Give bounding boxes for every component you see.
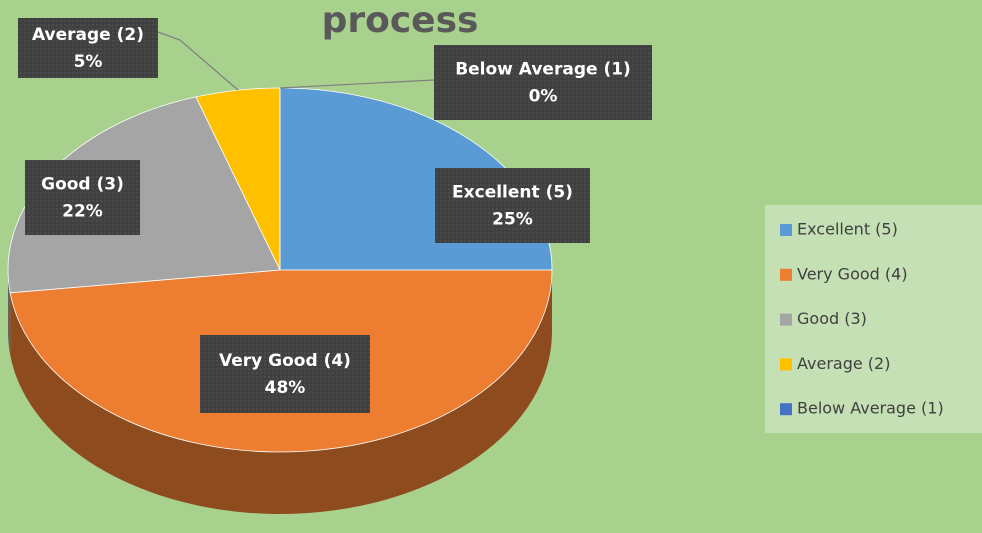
- legend-label: Excellent (5): [797, 220, 898, 239]
- data-label-value: 22%: [62, 202, 103, 222]
- legend-swatch: [780, 224, 792, 236]
- legend-label: Average (2): [797, 354, 890, 373]
- legend-swatch: [780, 313, 792, 326]
- legend-label: Good (3): [797, 309, 867, 328]
- data-labels: Excellent (5) 25% Very Good (4) 48% Good (3)…: [18, 18, 652, 413]
- pie-slice-side: [10, 270, 553, 515]
- data-label-category: Very Good (4): [219, 351, 351, 371]
- legend-swatch: [780, 358, 792, 371]
- data-label-category: Below Average (1): [455, 60, 631, 80]
- data-label-box: [200, 335, 370, 413]
- legend-label: Very Good (4): [797, 264, 908, 283]
- chart-title: process: [322, 0, 479, 41]
- legend-swatch: [780, 268, 792, 281]
- legend-items: Excellent (5) Very Good (4) Good (3) Averag…: [780, 220, 944, 418]
- leader-line: [279, 79, 435, 89]
- data-label-value: 48%: [265, 378, 306, 398]
- leader-line: [157, 31, 239, 91]
- legend-swatch: [780, 403, 792, 416]
- data-label-category: Average (2): [32, 25, 144, 45]
- legend: [765, 205, 982, 433]
- legend-label: Below Average (1): [797, 399, 944, 418]
- data-label-box: [434, 45, 652, 120]
- data-label-box: [25, 160, 140, 235]
- pie: [7, 87, 553, 515]
- data-label-value: 0%: [529, 87, 558, 107]
- data-label-value: 5%: [74, 52, 103, 72]
- data-label-category: Excellent (5): [452, 183, 573, 203]
- data-label-category: Good (3): [41, 175, 124, 195]
- data-label-box: [18, 18, 158, 78]
- data-label-value: 25%: [492, 210, 533, 230]
- data-label-box: [435, 168, 590, 243]
